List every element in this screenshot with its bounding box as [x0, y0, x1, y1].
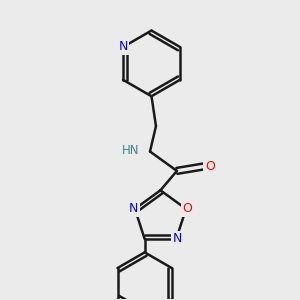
Text: HN: HN — [122, 143, 140, 157]
Text: N: N — [118, 40, 128, 53]
Text: N: N — [173, 232, 182, 245]
Text: O: O — [205, 160, 215, 173]
Text: O: O — [183, 202, 192, 215]
Text: N: N — [129, 202, 138, 215]
